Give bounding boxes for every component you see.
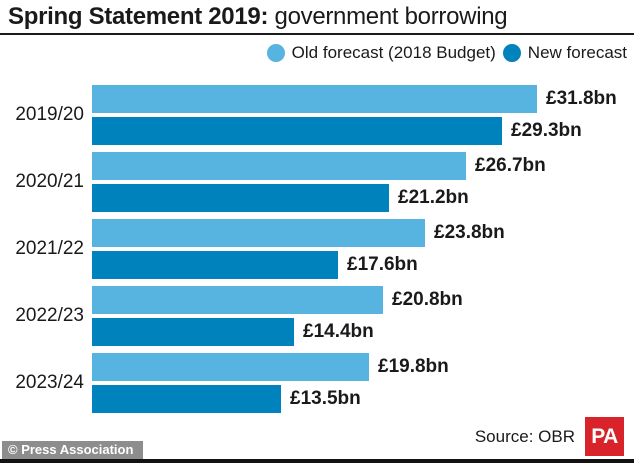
bar-new-forecast — [92, 318, 294, 346]
category-label: 2021/22 — [15, 238, 84, 259]
press-association-watermark: © Press Association — [2, 441, 144, 459]
pa-logo: PA — [585, 417, 624, 456]
bar-old-forecast — [92, 286, 383, 314]
bar-track: £23.8bn — [92, 219, 634, 247]
bar-chart: 2019/20 £31.8bn £29.3bn 2020/21 £26.7bn £21.2… — [0, 85, 634, 415]
bar-new-forecast — [92, 251, 338, 279]
chart-row: 2020/21 £26.7bn £21.2bn — [0, 152, 634, 212]
legend-label-old-forecast: Old forecast (2018 Budget) — [291, 43, 496, 62]
bar-old-forecast — [92, 219, 425, 247]
value-label: £31.8bn — [546, 88, 617, 109]
bar-old-forecast — [92, 85, 537, 113]
legend-item-new-forecast: New forecast — [502, 43, 627, 63]
bar-new-forecast — [92, 184, 389, 212]
bar-track: £14.4bn — [92, 318, 634, 346]
category-label: 2023/24 — [15, 372, 84, 393]
bar-track: £26.7bn — [92, 152, 634, 180]
page-title: Spring Statement 2019: government borrow… — [8, 3, 508, 31]
bar-old-forecast — [92, 152, 466, 180]
bar-new-forecast — [92, 117, 502, 145]
value-label: £19.8bn — [378, 356, 449, 377]
page-title-bold: Spring Statement 2019: — [8, 3, 269, 30]
source-label: Source: OBR — [474, 426, 575, 446]
chart-row: 2023/24 £19.8bn £13.5bn — [0, 353, 634, 413]
bar-old-forecast — [92, 353, 369, 381]
bar-track: £19.8bn — [92, 353, 634, 381]
bottom-rule — [0, 459, 634, 463]
legend-dot-old-forecast-icon — [266, 44, 285, 62]
value-label: £14.4bn — [303, 321, 374, 342]
value-label: £29.3bn — [511, 120, 582, 141]
legend: Old forecast (2018 Budget) New forecast — [266, 43, 627, 63]
value-label: £20.8bn — [392, 289, 463, 310]
bar-track: £13.5bn — [92, 385, 634, 413]
value-label: £26.7bn — [475, 155, 546, 176]
legend-item-old-forecast: Old forecast (2018 Budget) — [266, 43, 496, 63]
legend-label-new-forecast: New forecast — [527, 43, 627, 62]
page-title-rest: government borrowing — [268, 3, 508, 30]
value-label: £17.6bn — [347, 254, 418, 275]
value-label: £13.5bn — [290, 388, 361, 409]
pa-logo-text: PA — [591, 424, 618, 448]
bar-track: £17.6bn — [92, 251, 634, 279]
title-divider — [0, 33, 634, 35]
bar-track: £31.8bn — [92, 85, 634, 113]
chart-row: 2022/23 £20.8bn £14.4bn — [0, 286, 634, 346]
category-label: 2022/23 — [15, 305, 84, 326]
bar-track: £21.2bn — [92, 184, 634, 212]
bar-new-forecast — [92, 385, 281, 413]
chart-row: 2019/20 £31.8bn £29.3bn — [0, 85, 634, 145]
legend-dot-new-forecast-icon — [502, 44, 521, 62]
bar-track: £29.3bn — [92, 117, 634, 145]
category-label: 2020/21 — [15, 171, 84, 192]
footer: Source: OBR PA — [475, 417, 624, 456]
bar-track: £20.8bn — [92, 286, 634, 314]
category-label: 2019/20 — [15, 104, 84, 125]
value-label: £23.8bn — [434, 222, 505, 243]
chart-row: 2021/22 £23.8bn £17.6bn — [0, 219, 634, 279]
value-label: £21.2bn — [398, 187, 469, 208]
